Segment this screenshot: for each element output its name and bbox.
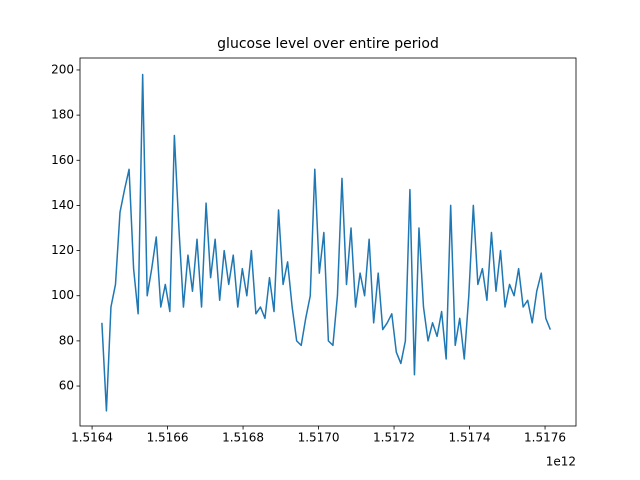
y-tick-label: 180 <box>51 108 74 122</box>
y-tick-label: 140 <box>51 198 74 212</box>
x-offset-label: 1e12 <box>546 455 576 469</box>
data-line <box>101 73 552 412</box>
axes-frame <box>79 57 577 427</box>
x-tick-label: 1.5164 <box>71 431 113 445</box>
y-tick-label: 160 <box>51 153 74 167</box>
x-tick-label: 1.5174 <box>449 431 491 445</box>
chart-title: glucose level over entire period <box>217 36 439 52</box>
y-tick-label: 100 <box>51 288 74 302</box>
x-tick-label: 1.5176 <box>524 431 566 445</box>
y-tick-label: 120 <box>51 243 74 257</box>
x-tick-label: 1.5166 <box>147 431 189 445</box>
y-tick-label: 80 <box>59 333 74 347</box>
y-tick-label: 60 <box>59 379 74 393</box>
x-tick-label: 1.5170 <box>298 431 340 445</box>
x-tick-label: 1.5168 <box>222 431 264 445</box>
y-tick-label: 200 <box>51 62 74 76</box>
x-tick-label: 1.5172 <box>373 431 415 445</box>
